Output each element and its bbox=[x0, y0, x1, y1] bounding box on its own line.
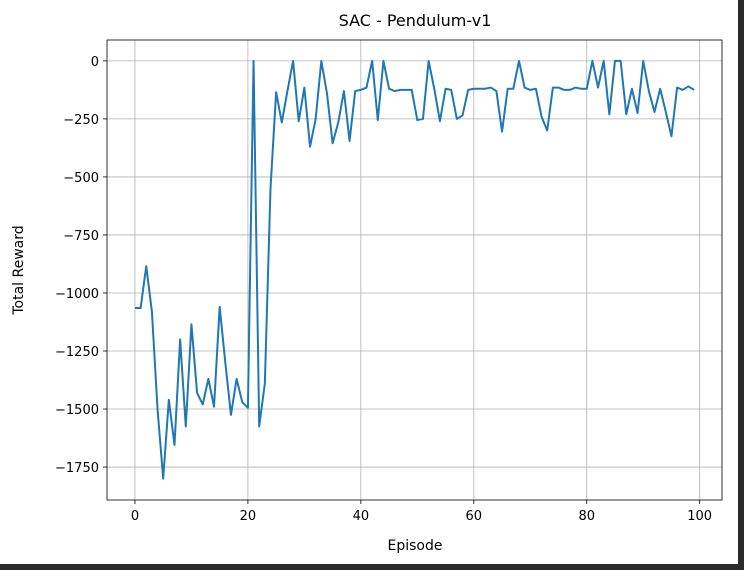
window-edge bbox=[0, 564, 744, 570]
x-tick-label: 80 bbox=[578, 509, 595, 524]
y-tick-label: −1500 bbox=[55, 403, 99, 418]
x-tick-label: 40 bbox=[353, 509, 370, 524]
y-tick-label: 0 bbox=[91, 55, 99, 70]
x-tick-label: 60 bbox=[466, 509, 483, 524]
y-tick-label: −750 bbox=[63, 229, 99, 244]
y-tick-label: −1750 bbox=[55, 461, 99, 476]
y-tick-label: −500 bbox=[63, 171, 99, 186]
y-tick-label: −1250 bbox=[55, 345, 99, 360]
x-tick-label: 0 bbox=[131, 509, 139, 524]
y-tick-label: −250 bbox=[63, 113, 99, 128]
y-axis-label: Total Reward bbox=[11, 225, 27, 315]
y-tick-label: −1000 bbox=[55, 287, 99, 302]
plot-frame bbox=[106, 39, 723, 501]
window-edge bbox=[738, 0, 744, 570]
chart-title: SAC - Pendulum-v1 bbox=[339, 11, 492, 30]
x-tick-label: 100 bbox=[687, 509, 712, 524]
data-line bbox=[134, 59, 695, 480]
x-axis-label: Episode bbox=[388, 538, 443, 554]
x-tick-label: 20 bbox=[240, 509, 257, 524]
